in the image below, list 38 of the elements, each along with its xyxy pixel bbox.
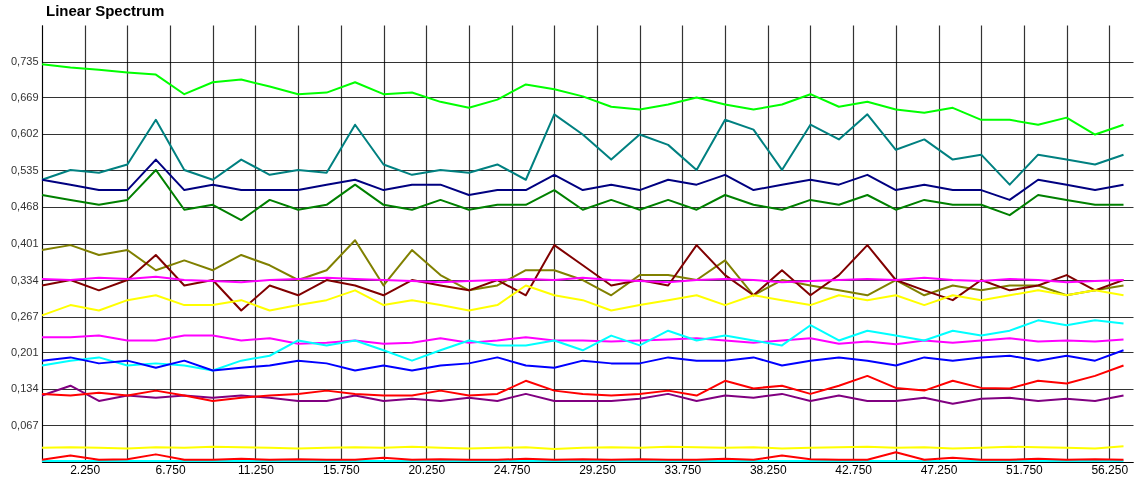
x-tick-label: 6.750: [155, 462, 186, 477]
y-tick-label: 0,602: [10, 127, 39, 140]
y-tick-label: 0,067: [10, 418, 39, 431]
x-tick-label: 20.250: [408, 462, 446, 477]
chart-title: Linear Spectrum: [46, 2, 165, 19]
line-series: [41, 113, 1125, 186]
x-tick-label: 2.250: [70, 462, 101, 477]
x-tick-label: 56.250: [1091, 462, 1129, 477]
line-series: [41, 284, 1125, 317]
x-tick-label: 38.250: [749, 462, 787, 477]
y-tick-label: 0,535: [10, 163, 39, 176]
y-tick-label: 0,669: [10, 90, 39, 103]
line-series: [41, 334, 1125, 346]
line-series: [41, 239, 1125, 297]
x-tick-label: 42.750: [835, 462, 873, 477]
y-tick-label: 0,201: [10, 345, 39, 358]
y-tick-label: 0,267: [10, 310, 39, 323]
x-tick-label: 51.750: [1006, 462, 1044, 477]
line-series: [41, 319, 1125, 372]
x-tick-label: 11.250: [238, 462, 275, 477]
y-tick-label: 0,735: [10, 55, 39, 68]
x-tick-label: 33.750: [664, 462, 702, 477]
line-series: [41, 451, 1125, 461]
x-tick-label: 24.750: [493, 462, 531, 477]
line-series: [41, 364, 1125, 402]
x-tick-label: 15.750: [322, 462, 361, 477]
line-series: [41, 63, 1125, 136]
y-tick-label: 0,401: [10, 237, 39, 249]
line-series: [41, 158, 1125, 201]
line-series: [41, 349, 1125, 372]
line-series: [41, 244, 1125, 312]
y-tick-label: 0,334: [10, 273, 39, 286]
x-tick-label: 29.250: [579, 462, 617, 477]
line-series: [41, 168, 1125, 222]
y-tick-label: 0,468: [10, 200, 39, 213]
y-tick-label: 0,134: [10, 382, 39, 395]
x-tick-label: 47.250: [920, 462, 958, 477]
line-series: [41, 384, 1125, 405]
